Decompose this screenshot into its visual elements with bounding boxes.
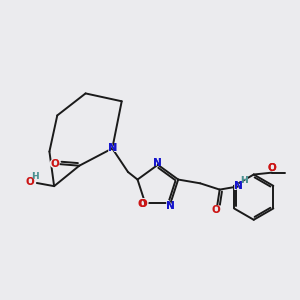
Text: O: O — [212, 205, 220, 215]
Text: O: O — [138, 199, 146, 209]
Text: O: O — [50, 159, 59, 169]
Text: O: O — [137, 197, 148, 210]
Text: O: O — [26, 177, 34, 188]
Text: H: H — [240, 176, 248, 185]
Text: N: N — [166, 201, 175, 211]
Text: H: H — [30, 170, 40, 183]
Text: N: N — [108, 143, 117, 153]
Text: O: O — [26, 177, 34, 187]
Text: N: N — [154, 158, 162, 168]
Text: H: H — [240, 176, 248, 185]
Text: N: N — [154, 158, 162, 168]
Text: O: O — [50, 159, 59, 169]
Text: N: N — [234, 182, 243, 191]
Text: H: H — [238, 174, 248, 187]
Text: N: N — [165, 199, 176, 212]
Text: O: O — [266, 161, 278, 174]
Text: N: N — [152, 156, 164, 170]
Text: O: O — [212, 205, 220, 215]
Text: N: N — [233, 180, 244, 193]
Text: O: O — [138, 199, 147, 209]
Text: O: O — [268, 163, 276, 172]
Text: N: N — [166, 201, 175, 211]
Text: H: H — [31, 172, 39, 181]
Text: H: H — [31, 172, 39, 181]
Text: N: N — [108, 143, 117, 153]
Text: O: O — [268, 163, 276, 172]
Text: N: N — [106, 141, 118, 155]
Text: O: O — [49, 158, 60, 171]
Text: O: O — [24, 176, 36, 189]
Text: N: N — [108, 143, 117, 153]
Text: O: O — [210, 204, 221, 217]
Text: N: N — [234, 182, 243, 191]
